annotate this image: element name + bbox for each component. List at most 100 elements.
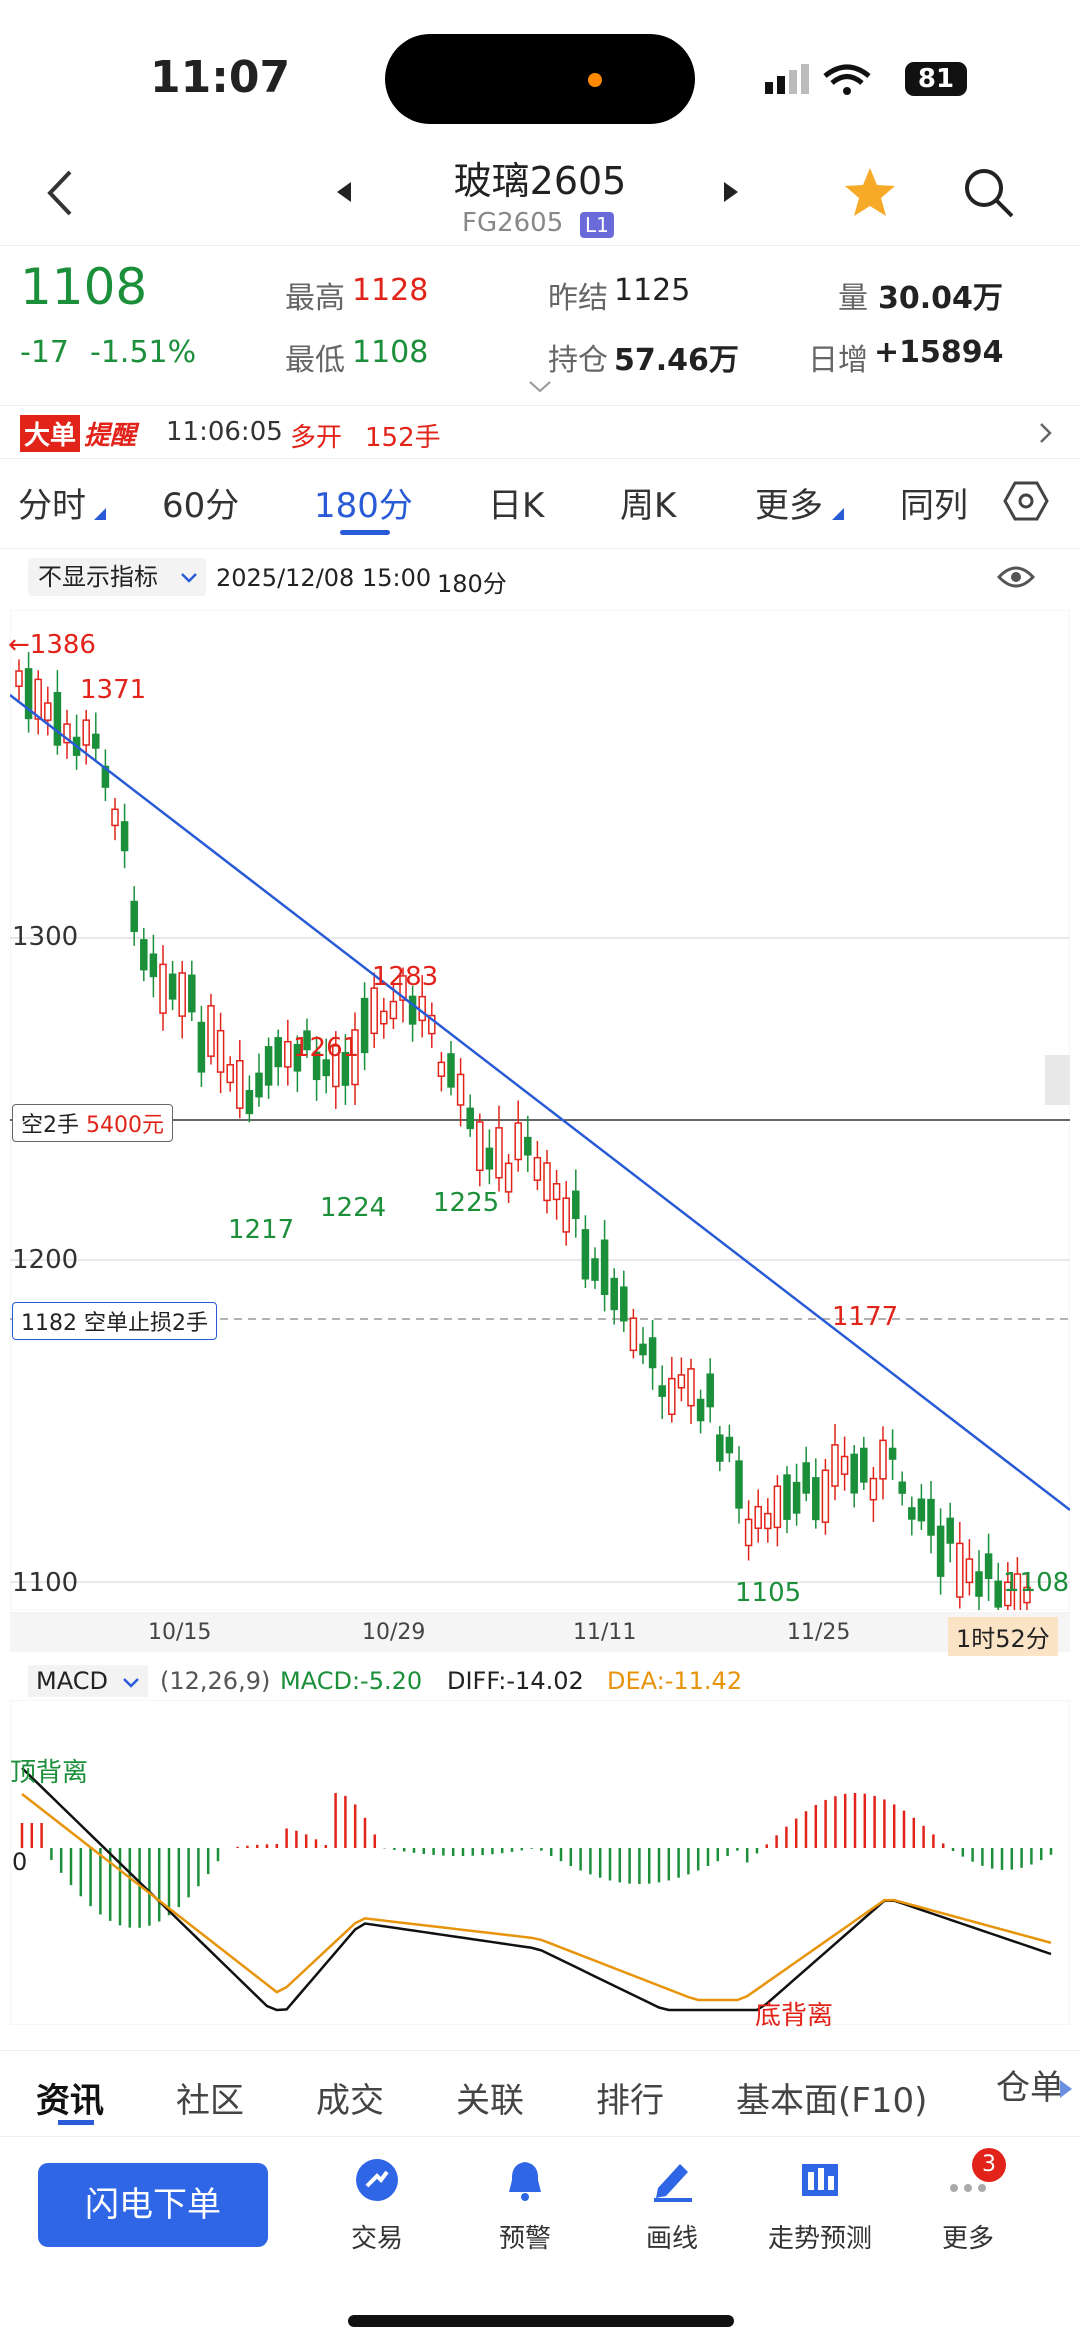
- nav-alert[interactable]: 预警: [498, 2224, 551, 2254]
- more-badge: 3: [972, 2148, 1006, 2182]
- diff-value: DIFF:-14.02: [447, 1667, 584, 1695]
- eye-icon[interactable]: [996, 562, 1036, 592]
- side-panel-handle[interactable]: [1045, 1055, 1070, 1105]
- search-icon[interactable]: [962, 166, 1016, 220]
- btab-fundamentals[interactable]: 基本面(F10): [736, 2081, 928, 2121]
- macd-params: (12,26,9): [160, 1667, 271, 1695]
- candle: [581, 1229, 590, 1280]
- label-1217: 1217: [228, 1215, 295, 1245]
- indicator-selector[interactable]: 不显示指标: [28, 558, 206, 596]
- candle: [658, 1385, 666, 1397]
- trade-icon[interactable]: [355, 2158, 399, 2202]
- position-tag[interactable]: 空2手 5400元: [12, 1104, 173, 1142]
- btab-news[interactable]: 资讯: [36, 2081, 104, 2121]
- candle: [629, 1317, 638, 1352]
- candle: [888, 1447, 897, 1460]
- oi-label: 持仓: [548, 343, 608, 378]
- candle: [639, 1343, 647, 1356]
- back-icon[interactable]: [40, 168, 80, 218]
- label-1371: 1371: [80, 675, 147, 705]
- candle: [168, 973, 177, 1000]
- tab-timeshare[interactable]: 分时: [18, 486, 86, 526]
- candle: [236, 1059, 244, 1109]
- dea-value: DEA:-11.42: [607, 1667, 743, 1695]
- volume-label: 量: [838, 281, 868, 316]
- nav-forecast[interactable]: 走势预测: [767, 2224, 872, 2254]
- draw-pen-icon[interactable]: [650, 2158, 694, 2202]
- candle: [188, 974, 196, 1013]
- alert-qty: 152手: [365, 423, 441, 453]
- price-change-pct: -1.51%: [90, 335, 197, 370]
- candle: [965, 1558, 974, 1584]
- daily-oi-value: +15894: [874, 335, 1004, 370]
- tab-60min[interactable]: 60分: [162, 486, 240, 526]
- prev-contract-icon[interactable]: [335, 180, 355, 204]
- candle: [245, 1090, 254, 1115]
- candle: [879, 1439, 887, 1480]
- tab-daily[interactable]: 日K: [488, 486, 545, 526]
- btab-related[interactable]: 关联: [456, 2081, 524, 2121]
- candle: [447, 1053, 455, 1088]
- forecast-book-icon[interactable]: [798, 2158, 842, 2202]
- bar-countdown: 1时52分: [948, 1617, 1058, 1656]
- candle: [312, 1051, 321, 1081]
- nav-draw[interactable]: 画线: [645, 2224, 698, 2254]
- daily-oi-label: 日增: [808, 343, 868, 378]
- flash-order-button[interactable]: 闪电下单: [38, 2163, 268, 2247]
- btab-warehouse-clip[interactable]: 仓单: [996, 2062, 1066, 2114]
- tab-more[interactable]: 更多: [755, 486, 823, 526]
- home-indicator: [348, 2315, 734, 2327]
- btab-underline: [58, 2120, 94, 2125]
- candle: [831, 1444, 839, 1487]
- candle: [610, 1277, 618, 1311]
- tabs-scroll-icon[interactable]: [1058, 2078, 1074, 2100]
- macd-chart[interactable]: [10, 1700, 1070, 2025]
- nav-more[interactable]: 更多: [941, 2224, 994, 2254]
- more-dots-icon[interactable]: [946, 2158, 990, 2202]
- alert-tag-remind: 提醒: [84, 421, 137, 451]
- candle: [783, 1474, 791, 1520]
- x-axis-bar: [10, 1612, 1070, 1652]
- btab-ranking[interactable]: 排行: [596, 2081, 664, 2121]
- macd-selector[interactable]: MACD: [28, 1665, 148, 1697]
- tab-weekly[interactable]: 周K: [620, 486, 677, 526]
- btab-trades[interactable]: 成交: [316, 2081, 384, 2121]
- last-price: 1108: [20, 258, 148, 316]
- candle: [917, 1498, 926, 1522]
- big-order-alert[interactable]: 大单 提醒 11:06:05 多开 152手: [20, 415, 1080, 455]
- candle: [120, 821, 129, 852]
- candle: [44, 702, 52, 721]
- candle: [389, 1000, 398, 1020]
- candle: [101, 765, 110, 788]
- alert-tag-big: 大单: [20, 415, 81, 452]
- next-contract-icon[interactable]: [720, 180, 740, 204]
- tab-dropdown-icon: [94, 508, 106, 520]
- expand-chevron-icon[interactable]: [528, 380, 552, 394]
- candle: [504, 1162, 513, 1193]
- nav-trade[interactable]: 交易: [350, 2224, 403, 2254]
- tab-180min[interactable]: 180分: [314, 486, 413, 526]
- signal-wifi-icon: [765, 64, 871, 95]
- candle: [524, 1136, 532, 1156]
- candle: [15, 670, 23, 687]
- stop-loss-tag[interactable]: 1182 空单止损2手: [12, 1302, 217, 1340]
- candle: [764, 1512, 772, 1530]
- candle: [543, 1162, 551, 1202]
- candle: [399, 975, 407, 1001]
- alert-time: 11:06:05: [166, 417, 283, 447]
- btab-community[interactable]: 社区: [176, 2081, 244, 2121]
- settings-hex-icon[interactable]: [1003, 480, 1049, 522]
- low-label: 最低: [285, 343, 345, 378]
- tab-same-list[interactable]: 同列: [900, 486, 968, 526]
- favorite-star-icon[interactable]: [843, 166, 897, 218]
- candle: [850, 1453, 858, 1494]
- status-time: 11:07: [150, 52, 291, 103]
- candle: [303, 1030, 311, 1051]
- bell-icon[interactable]: [503, 2158, 547, 2202]
- candle: [927, 1498, 935, 1536]
- candle: [562, 1197, 570, 1233]
- candle: [456, 1073, 465, 1106]
- more-dropdown-icon: [832, 508, 844, 520]
- candlestick-chart[interactable]: [10, 610, 1070, 1610]
- x-tick-1029: 10/29: [362, 1620, 426, 1645]
